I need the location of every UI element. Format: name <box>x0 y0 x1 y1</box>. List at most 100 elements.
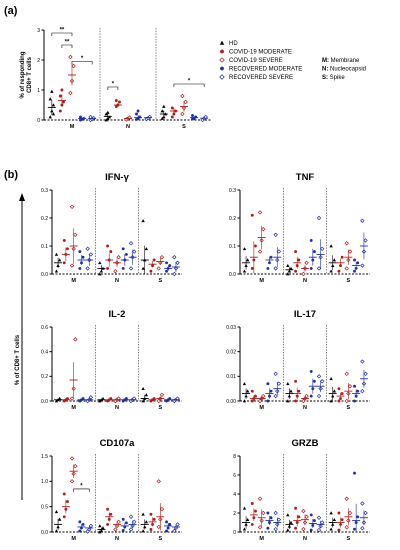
y-axis-label-line-0: % of responding <box>20 51 26 98</box>
data-point-1-1-1-3 <box>106 244 110 248</box>
data-point-3-0-0-2 <box>57 396 62 400</box>
y-tick-label-6-3: 6 <box>233 473 236 479</box>
data-point-0-2-0-4 <box>162 104 166 108</box>
legend: HD COVID-19 MODERATE COVID-19 SEVERE RECOVE… <box>219 40 366 81</box>
data-point-2-1-2-2 <box>304 260 309 265</box>
data-point-3-0-1-2 <box>66 397 69 400</box>
data-point-2-0-1-3 <box>250 213 254 217</box>
data-point-0-2-2-0 <box>180 111 185 117</box>
data-point-4-1-0-3 <box>286 382 290 386</box>
y-tick-label-0-2: 2 <box>37 58 40 64</box>
data-point-2-1-4-0 <box>316 266 322 271</box>
data-point-1-2-0-3 <box>141 219 145 223</box>
data-point-4-2-1-3 <box>337 387 341 391</box>
data-point-4-2-2-0 <box>344 398 349 404</box>
data-point-2-0-4-2 <box>276 249 282 254</box>
legend-label-3: RECOVERED MODERATE <box>229 67 302 73</box>
data-point-1-0-4-3 <box>85 246 90 251</box>
y-tick-label-2-0: 0.0 <box>229 272 236 278</box>
y-tick-label-4-2: 0.02 <box>226 349 236 355</box>
data-point-3-0-0-0 <box>54 399 59 403</box>
data-point-2-2-2-2 <box>347 249 353 254</box>
legend-label-1: COVID-19 MODERATE <box>229 50 292 56</box>
y-tick-label-0-3: 3 <box>37 28 40 34</box>
y-tick-label-0-1: 1 <box>37 88 40 94</box>
data-point-1-1-3-0 <box>121 266 125 270</box>
data-point-6-2-0-2 <box>332 517 337 522</box>
data-point-5-2-2-0 <box>156 524 161 530</box>
data-point-2-2-2-0 <box>344 266 349 271</box>
data-point-5-2-0-3 <box>141 512 145 516</box>
data-point-0-0-1-3 <box>58 94 62 98</box>
data-point-6-1-4-3 <box>316 515 322 520</box>
y-tick-label-6-2: 4 <box>233 492 236 498</box>
data-point-1-0-1-2 <box>66 247 69 251</box>
data-point-5-2-1-2 <box>152 517 156 521</box>
data-point-3-1-0-2 <box>101 396 105 400</box>
data-point-5-2-4-2 <box>175 522 180 527</box>
data-point-4-1-4-0 <box>316 393 322 399</box>
data-point-3-0-4-2 <box>88 395 94 400</box>
data-point-0-1-0-4 <box>106 110 110 114</box>
data-point-2-0-2-3 <box>257 210 263 215</box>
data-point-2-1-1-3 <box>294 250 298 254</box>
data-point-1-1-3-3 <box>121 247 125 251</box>
data-point-1-0-3-3 <box>78 250 82 254</box>
data-point-2-0-0-0 <box>242 269 247 273</box>
data-point-6-0-1-2 <box>254 509 257 513</box>
category-label-1-1: N <box>115 278 119 284</box>
data-point-1-2-4-2 <box>175 260 180 265</box>
data-point-3-1-0-0 <box>98 399 102 403</box>
data-point-2-2-3-0 <box>353 269 356 273</box>
data-point-6-1-0-0 <box>286 528 290 532</box>
data-point-4-2-2-3 <box>344 371 349 377</box>
data-point-4-2-0-0 <box>329 399 333 403</box>
panel-title-2: TNF <box>296 172 315 183</box>
data-point-2-1-4-2 <box>320 246 325 251</box>
data-point-5-0-2-2 <box>73 463 78 469</box>
data-point-6-0-2-0 <box>257 525 263 530</box>
sig-label-0-3: * <box>112 82 115 88</box>
panel-4: IL-17 0.00 0.01 0.02 0.03 M N S <box>226 309 370 411</box>
data-point-1-1-4-2 <box>132 249 137 254</box>
y-axis-label-0: % of respondingCD8+ T cells <box>20 51 33 98</box>
data-point-0-0-1-0 <box>58 109 62 113</box>
data-point-5-1-1-3 <box>106 507 110 511</box>
data-point-6-1-2-0 <box>301 526 306 532</box>
data-point-1-0-0-0 <box>54 269 59 273</box>
y-tick-label-1-2: 0.2 <box>41 216 48 222</box>
data-point-2-0-4-0 <box>273 266 278 271</box>
data-point-4-1-3-3 <box>309 369 313 373</box>
sig-bracket-0-3 <box>107 86 119 90</box>
legend-marker-4 <box>219 74 225 80</box>
data-point-4-1-4-2 <box>320 379 325 384</box>
data-point-5-0-2-3 <box>69 456 75 461</box>
y-tick-label-3-3: 0.6 <box>41 325 48 331</box>
data-point-4-0-2-2 <box>261 393 266 399</box>
y-tick-label-6-1: 2 <box>233 511 236 517</box>
data-point-0-2-1-0 <box>170 115 174 119</box>
data-point-3-0-2-0 <box>69 396 75 401</box>
category-label-0-0: M <box>70 124 75 130</box>
data-point-2-1-0-2 <box>289 266 293 270</box>
data-point-2-1-0-0 <box>286 272 290 276</box>
category-label-3-2: S <box>158 405 162 411</box>
data-point-5-1-0-3 <box>98 524 102 528</box>
data-point-5-2-2-2 <box>159 507 165 512</box>
data-point-5-0-3-3 <box>78 520 82 524</box>
data-point-1-1-1-0 <box>106 266 110 270</box>
data-point-5-0-0-0 <box>54 529 59 533</box>
sig-label-0-4: * <box>188 79 191 85</box>
data-point-5-2-2-3 <box>156 479 161 484</box>
data-point-5-1-3-3 <box>121 517 125 521</box>
data-point-1-2-4-0 <box>172 271 177 277</box>
panel-title-1: IFN-γ <box>105 172 129 183</box>
legend-key-abbr-2: S: <box>322 75 330 81</box>
data-point-5-0-3-0 <box>78 529 82 533</box>
data-point-2-2-2-3 <box>344 241 349 246</box>
data-point-5-2-3-3 <box>165 520 168 524</box>
data-point-2-0-0-2 <box>245 258 250 262</box>
data-point-5-0-2-0 <box>69 479 75 484</box>
category-label-3-0: M <box>71 405 76 411</box>
data-point-2-1-1-0 <box>294 269 298 273</box>
